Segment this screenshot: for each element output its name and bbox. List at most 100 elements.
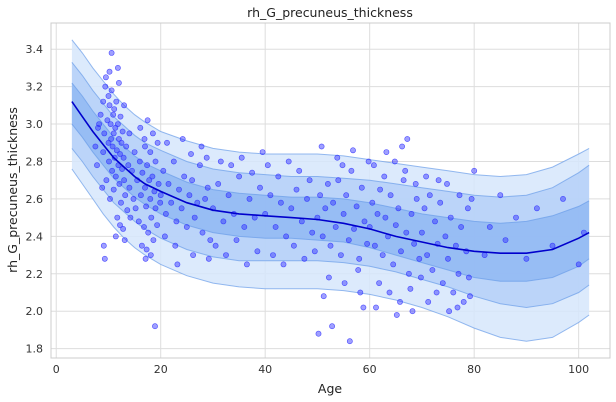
data-point bbox=[407, 285, 414, 292]
data-point bbox=[439, 280, 446, 286]
data-point bbox=[147, 252, 154, 258]
data-point bbox=[146, 177, 153, 184]
data-point bbox=[168, 199, 175, 206]
data-point bbox=[330, 199, 336, 206]
data-point bbox=[116, 80, 122, 86]
data-point bbox=[392, 222, 399, 228]
data-point bbox=[118, 139, 125, 146]
data-point bbox=[228, 162, 235, 169]
data-point bbox=[270, 252, 276, 258]
x-tick-label: 20 bbox=[154, 363, 168, 376]
data-point bbox=[120, 225, 126, 232]
data-point bbox=[317, 192, 323, 199]
data-point bbox=[575, 261, 582, 268]
data-point bbox=[353, 203, 360, 210]
x-tick-label: 40 bbox=[258, 363, 272, 376]
data-point bbox=[246, 195, 253, 202]
data-point bbox=[103, 74, 109, 81]
data-point bbox=[105, 93, 112, 99]
data-point bbox=[416, 255, 423, 262]
data-point bbox=[560, 195, 566, 202]
scatter-points bbox=[92, 50, 587, 345]
y-tick-label: 3.4 bbox=[26, 43, 44, 56]
data-point bbox=[94, 162, 100, 169]
data-point bbox=[110, 186, 117, 193]
data-point bbox=[149, 173, 156, 180]
data-point bbox=[322, 205, 329, 212]
data-point bbox=[152, 205, 159, 212]
data-point bbox=[190, 252, 196, 258]
data-point bbox=[471, 167, 478, 174]
data-point bbox=[346, 338, 353, 345]
data-point bbox=[204, 184, 211, 191]
data-point bbox=[413, 195, 420, 202]
data-point bbox=[109, 143, 116, 150]
data-point bbox=[137, 124, 144, 131]
data-point bbox=[203, 154, 210, 161]
data-point bbox=[144, 162, 150, 169]
data-point bbox=[107, 121, 114, 127]
data-point bbox=[444, 180, 450, 187]
data-point bbox=[409, 308, 416, 315]
band-edge-q75 bbox=[71, 61, 590, 198]
median-line bbox=[71, 101, 590, 254]
y-tick-labels: 1.8 2.0 2.2 2.4 2.6 2.8 3.0 3.2 3.4 bbox=[26, 43, 44, 355]
data-point bbox=[343, 192, 350, 199]
data-point bbox=[468, 195, 475, 202]
data-point bbox=[196, 162, 203, 169]
data-point bbox=[272, 224, 279, 230]
data-point bbox=[267, 192, 274, 199]
data-point bbox=[311, 248, 318, 255]
data-point bbox=[280, 261, 287, 268]
data-point bbox=[337, 252, 344, 258]
data-point bbox=[114, 214, 121, 221]
data-point bbox=[147, 149, 154, 155]
data-point bbox=[348, 167, 355, 174]
data-point bbox=[486, 224, 493, 230]
data-point bbox=[361, 218, 368, 225]
data-point bbox=[110, 130, 117, 137]
data-point bbox=[157, 192, 164, 199]
band-edge-q25 bbox=[71, 148, 590, 309]
data-point bbox=[290, 242, 297, 249]
data-point bbox=[119, 166, 125, 172]
data-point bbox=[391, 158, 398, 165]
data-point bbox=[513, 214, 519, 221]
data-point bbox=[161, 233, 168, 240]
data-point bbox=[212, 242, 219, 249]
data-point bbox=[382, 214, 389, 221]
x-tick-label: 0 bbox=[53, 363, 60, 376]
data-point bbox=[254, 248, 261, 255]
data-point bbox=[386, 289, 393, 296]
data-point bbox=[365, 158, 372, 165]
data-point bbox=[351, 225, 357, 232]
data-point bbox=[238, 154, 245, 161]
data-point bbox=[139, 169, 146, 176]
data-point bbox=[421, 205, 428, 212]
data-point bbox=[534, 205, 540, 212]
data-point bbox=[442, 233, 449, 240]
data-point bbox=[393, 312, 400, 318]
data-point bbox=[183, 224, 190, 230]
data-point bbox=[157, 199, 164, 206]
data-point bbox=[135, 218, 142, 225]
data-point bbox=[113, 98, 120, 105]
data-point bbox=[207, 237, 214, 243]
data-point bbox=[373, 304, 379, 311]
data-point bbox=[285, 158, 292, 165]
data-point bbox=[162, 210, 169, 217]
data-point bbox=[191, 214, 198, 221]
data-point bbox=[339, 162, 346, 169]
data-point bbox=[301, 255, 308, 262]
data-point bbox=[403, 229, 410, 236]
data-point bbox=[186, 192, 193, 199]
x-tick-label: 80 bbox=[467, 363, 481, 376]
data-point bbox=[117, 222, 123, 228]
data-point bbox=[147, 195, 154, 202]
data-point bbox=[122, 192, 129, 199]
data-point bbox=[445, 255, 451, 262]
data-point bbox=[374, 210, 381, 217]
data-point bbox=[215, 180, 222, 187]
data-point bbox=[424, 252, 430, 258]
